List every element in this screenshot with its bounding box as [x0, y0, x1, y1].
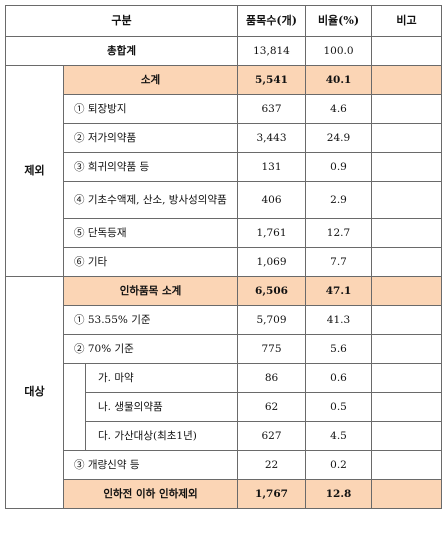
- row-count: 1,761: [237, 218, 306, 248]
- final-note: [371, 479, 442, 509]
- header-count: 품목수(개): [237, 5, 306, 37]
- row-ratio: 2.9: [305, 181, 372, 219]
- row-ratio: 4.5: [305, 421, 372, 451]
- row-count: 131: [237, 152, 306, 182]
- row-ratio: 0.2: [305, 450, 372, 480]
- excluded-subtotal-ratio: 40.1: [305, 65, 372, 95]
- header-ratio: 비율(%): [305, 5, 372, 37]
- sub-row-label: 다. 가산대상(최초1년): [85, 421, 238, 451]
- row-note: [371, 421, 442, 451]
- row-label: ② 70% 기준: [63, 334, 238, 364]
- final-row: 인하전 이하 인하제외 1,767 12.8: [6, 479, 442, 509]
- target-subtotal-note: [371, 276, 442, 306]
- row-note: [371, 218, 442, 248]
- final-label: 인하전 이하 인하제외: [63, 479, 238, 509]
- table-row: ② 저가의약품 3,443 24.9: [6, 123, 442, 153]
- row-count: 3,443: [237, 123, 306, 153]
- row-count: 5,709: [237, 305, 306, 335]
- table-row: ③ 희귀의약품 등 131 0.9: [6, 152, 442, 182]
- excluded-subtotal-count: 5,541: [237, 65, 306, 95]
- row-note: [371, 181, 442, 219]
- row-note: [371, 152, 442, 182]
- row-label: ③ 개량신약 등: [63, 450, 238, 480]
- row-note: [371, 334, 442, 364]
- row-label: ① 53.55% 기준: [63, 305, 238, 335]
- row-note: [371, 123, 442, 153]
- row-ratio: 24.9: [305, 123, 372, 153]
- table-row: ⑥ 기타 1,069 7.7: [6, 247, 442, 277]
- row-count: 775: [237, 334, 306, 364]
- row-ratio: 0.6: [305, 363, 372, 393]
- table-row: ① 퇴장방지 637 4.6: [6, 94, 442, 124]
- excluded-subtotal-row: 제외 소계 5,541 40.1: [5, 65, 442, 277]
- indent-spacer: [63, 363, 86, 451]
- row-ratio: 4.6: [305, 94, 372, 124]
- row-ratio: 12.7: [305, 218, 372, 248]
- table-row: 나. 생물의약품 62 0.5: [6, 392, 442, 422]
- header-row: 구분 품목수(개) 비율(%) 비고: [5, 5, 442, 37]
- row-note: [371, 392, 442, 422]
- excluded-subtotal-label: 소계: [63, 65, 238, 95]
- row-count: 1,069: [237, 247, 306, 277]
- total-row: 총합계 13,814 100.0: [5, 36, 442, 66]
- row-count: 406: [237, 181, 306, 219]
- row-note: [371, 247, 442, 277]
- target-group-label: 대상: [5, 276, 64, 509]
- row-ratio: 5.6: [305, 334, 372, 364]
- table-row: ④ 기초수액제, 산소, 방사성의약품 406 2.9: [6, 181, 442, 219]
- total-label: 총합계: [5, 36, 238, 66]
- drug-item-table: 구분 품목수(개) 비율(%) 비고 총합계 13,814 100.0 제외 소…: [5, 5, 442, 509]
- total-note: [371, 36, 442, 66]
- row-count: 86: [237, 363, 306, 393]
- total-ratio: 100.0: [305, 36, 372, 66]
- table-row: 다. 가산대상(최초1년) 627 4.5: [6, 421, 442, 451]
- excluded-subtotal-note: [371, 65, 442, 95]
- table-row: 가. 마약 86 0.6: [6, 363, 442, 451]
- row-count: 22: [237, 450, 306, 480]
- summary-table-container: 구분 품목수(개) 비율(%) 비고 총합계 13,814 100.0 제외 소…: [5, 5, 442, 509]
- target-subtotal-label: 인하품목 소계: [63, 276, 238, 306]
- final-ratio: 12.8: [305, 479, 372, 509]
- sub-row-label: 나. 생물의약품: [85, 392, 238, 422]
- row-label: ⑥ 기타: [63, 247, 238, 277]
- target-subtotal-row: 대상 인하품목 소계 6,506 47.1: [5, 276, 442, 509]
- target-subtotal-ratio: 47.1: [305, 276, 372, 306]
- row-count: 637: [237, 94, 306, 124]
- row-label: ③ 희귀의약품 등: [63, 152, 238, 182]
- row-ratio: 7.7: [305, 247, 372, 277]
- target-subtotal-count: 6,506: [237, 276, 306, 306]
- header-note: 비고: [371, 5, 442, 37]
- total-count: 13,814: [237, 36, 306, 66]
- table-row: ① 53.55% 기준 5,709 41.3: [6, 305, 442, 335]
- row-note: [371, 305, 442, 335]
- header-category: 구분: [5, 5, 238, 37]
- row-note: [371, 363, 442, 393]
- row-label: ① 퇴장방지: [63, 94, 238, 124]
- row-note: [371, 94, 442, 124]
- row-ratio: 0.9: [305, 152, 372, 182]
- sub-row-label: 가. 마약: [85, 363, 238, 393]
- table-row: ② 70% 기준 775 5.6: [6, 334, 442, 364]
- row-label: ⑤ 단독등재: [63, 218, 238, 248]
- final-count: 1,767: [237, 479, 306, 509]
- table-row: ③ 개량신약 등 22 0.2: [6, 450, 442, 480]
- excluded-group-label: 제외: [5, 65, 64, 277]
- row-ratio: 0.5: [305, 392, 372, 422]
- row-note: [371, 450, 442, 480]
- table-row: ⑤ 단독등재 1,761 12.7: [6, 218, 442, 248]
- row-count: 627: [237, 421, 306, 451]
- row-label: ② 저가의약품: [63, 123, 238, 153]
- row-ratio: 41.3: [305, 305, 372, 335]
- row-label: ④ 기초수액제, 산소, 방사성의약품: [63, 181, 238, 219]
- row-count: 62: [237, 392, 306, 422]
